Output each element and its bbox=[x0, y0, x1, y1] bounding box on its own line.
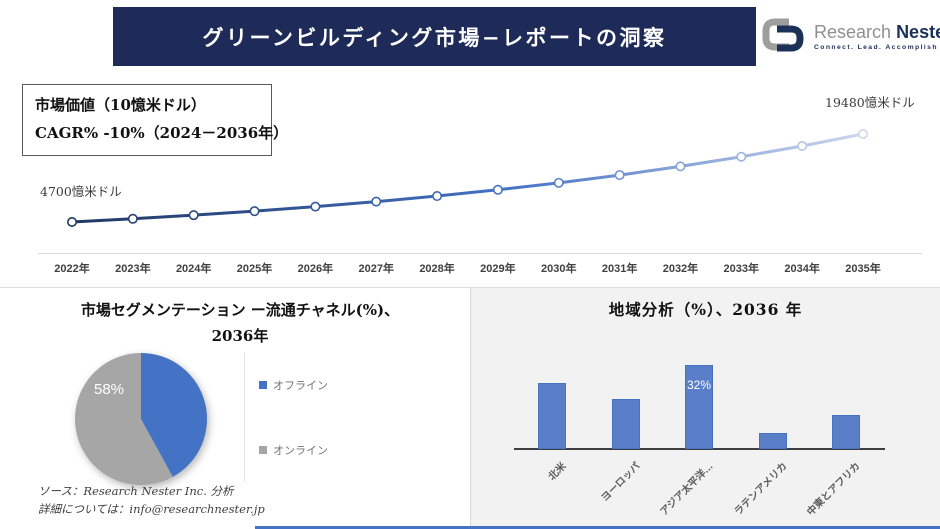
line-chart-x-axis bbox=[38, 253, 922, 254]
market-value-label: 市場価値（10憶米ドル） bbox=[35, 96, 206, 114]
line-end-value-label: 19480憶米ドル bbox=[825, 95, 915, 110]
legend-label: オフライン bbox=[273, 379, 328, 392]
x-axis-tick-label: 2030年 bbox=[541, 263, 577, 275]
legend-item-online: オンライン bbox=[259, 442, 364, 458]
x-axis-tick-label: 2022年 bbox=[54, 263, 90, 275]
x-axis-tick-label: 2032年 bbox=[662, 263, 699, 275]
brand-research: Research bbox=[814, 22, 892, 43]
bar-4 bbox=[832, 414, 860, 449]
bar-data-label: 32% bbox=[686, 377, 712, 392]
x-axis-tick-label: 2034年 bbox=[784, 263, 820, 275]
data-point-marker bbox=[736, 151, 747, 162]
trend-line bbox=[71, 132, 864, 224]
x-axis-tick-label: 2025年 bbox=[236, 263, 273, 275]
bar-0 bbox=[538, 383, 566, 449]
logo-text: Research Nester Connect. Lead. Accomplis… bbox=[814, 23, 940, 51]
data-point-marker bbox=[857, 128, 868, 139]
segmentation-pie-panel: 市場セグメンテーション ー流通チャネル(%)、 2036年 58% オフラインオ… bbox=[0, 288, 470, 529]
cagr-label: CAGR% -10%（2024－2036年） bbox=[35, 123, 289, 142]
x-axis-tick-label: 2035年 bbox=[845, 263, 881, 275]
legend-swatch-icon bbox=[259, 380, 267, 389]
data-point-marker bbox=[371, 196, 382, 207]
bar-3 bbox=[758, 433, 787, 449]
brand-nester: Nester bbox=[896, 22, 940, 43]
x-axis-tick-label: 2028年 bbox=[419, 263, 455, 275]
market-value-cagr-box: 市場価値（10憶米ドル） CAGR% -10%（2024－2036年） bbox=[22, 84, 289, 156]
legend-label: オンライン bbox=[273, 444, 328, 457]
x-axis-tick-label: 2029年 bbox=[480, 263, 516, 275]
legend-swatch-icon bbox=[259, 445, 267, 454]
x-axis-tick-label: 2024年 bbox=[175, 263, 212, 275]
data-point-marker bbox=[127, 213, 138, 224]
pie-slice-offline bbox=[141, 353, 208, 477]
chain-link-icon bbox=[758, 13, 808, 62]
data-point-marker bbox=[553, 177, 564, 188]
bar-chart-title: 地域分析（%）、2036 年 bbox=[608, 300, 803, 319]
data-point-marker bbox=[797, 140, 808, 151]
pie-slice-online bbox=[75, 353, 173, 485]
bar-chart-x-axis bbox=[514, 448, 885, 450]
data-point-marker bbox=[492, 184, 503, 195]
data-point-marker bbox=[675, 161, 686, 172]
title-banner: グリーンビルディング市場−レポートの洞察 bbox=[113, 7, 756, 66]
data-point-marker bbox=[614, 170, 625, 181]
regional-analysis-panel: 地域分析（%）、2036 年 北米 ヨーロッパ 32% アジア太平洋… ラテンアメリカ中… bbox=[470, 288, 940, 529]
contact-line: 詳細については：info@researchnester.jp bbox=[38, 501, 265, 516]
x-axis-tick-label: 2031年 bbox=[601, 263, 638, 275]
data-point-marker bbox=[310, 201, 321, 212]
pie-data-label-online: 58% bbox=[93, 381, 125, 398]
pie-legend: オフラインオンライン bbox=[244, 352, 364, 482]
data-point-marker bbox=[188, 210, 199, 221]
bottom-accent-line bbox=[255, 526, 940, 529]
page-title: グリーンビルディング市場−レポートの洞察 bbox=[202, 24, 667, 50]
bar-category-label: 北米 bbox=[546, 460, 569, 483]
data-point-marker bbox=[67, 217, 78, 228]
data-point-marker bbox=[249, 206, 260, 217]
pie-chart-title: 市場セグメンテーション ー流通チャネル(%)、 2036年 bbox=[80, 301, 400, 345]
section-divider bbox=[0, 287, 940, 288]
distribution-channel-pie-chart bbox=[75, 353, 208, 485]
bar-1 bbox=[611, 398, 640, 449]
x-axis-tick-label: 2027年 bbox=[358, 263, 394, 275]
research-nester-logo: Research Nester Connect. Lead. Accomplis… bbox=[758, 13, 940, 62]
regional-analysis-bar-chart: 北米 ヨーロッパ 32% アジア太平洋… ラテンアメリカ 中東とアフリカ bbox=[471, 288, 940, 529]
bar-2: 32% bbox=[685, 364, 713, 449]
x-axis-tick-label: 2026年 bbox=[297, 263, 334, 275]
market-value-line-chart bbox=[67, 128, 868, 228]
legend-item-offline: オフライン bbox=[259, 377, 364, 393]
footer: ソース：Research Nester Inc. 分析 詳細については：info… bbox=[38, 483, 265, 519]
logo-tagline: Connect. Lead. Accomplish bbox=[814, 44, 938, 52]
x-axis-tick-label: 2023年 bbox=[115, 263, 151, 275]
data-point-marker bbox=[432, 191, 443, 202]
x-axis-tick-label: 2033年 bbox=[723, 263, 760, 275]
source-line: ソース：Research Nester Inc. 分析 bbox=[38, 484, 234, 498]
line-start-value-label: 4700憶米ドル bbox=[40, 184, 122, 199]
